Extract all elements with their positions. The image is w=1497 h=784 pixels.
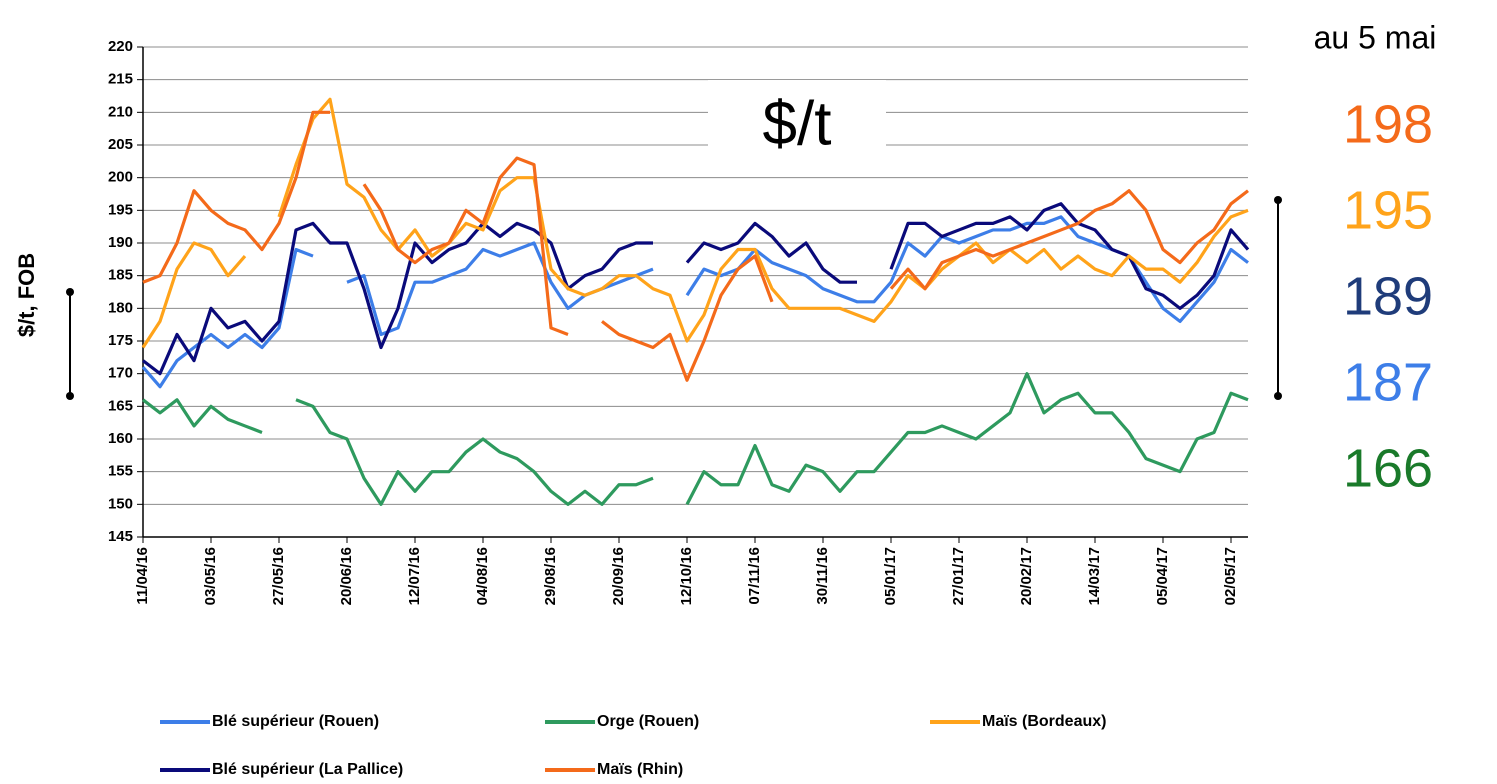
series-line xyxy=(142,202,1250,376)
y-axis-label: $/t, FOB xyxy=(14,253,39,337)
x-tick-label: 04/08/16 xyxy=(474,547,491,605)
y-tick-label: 175 xyxy=(108,332,133,349)
y-tick-label: 160 xyxy=(108,430,133,447)
x-tick-label: 29/08/16 xyxy=(542,547,559,605)
y-tick-label: 170 xyxy=(108,365,133,382)
y-tick-label: 190 xyxy=(108,234,133,251)
annotation: $/t xyxy=(763,89,832,158)
x-tick-label: 07/11/16 xyxy=(746,547,763,605)
series-line xyxy=(142,110,1249,382)
x-tick-label: 27/01/17 xyxy=(950,547,967,605)
legend-label: Blé supérieur (La Pallice) xyxy=(212,761,403,778)
x-tick-label: 20/02/17 xyxy=(1018,547,1035,605)
series-line xyxy=(142,372,1249,506)
annotation-box xyxy=(708,80,886,172)
y-tick-label: 200 xyxy=(108,169,133,186)
x-tick-label: 05/04/17 xyxy=(1154,547,1171,605)
y-tick-label: 180 xyxy=(108,299,133,316)
series-line xyxy=(141,97,1249,349)
x-tick-label: 12/07/16 xyxy=(406,547,423,605)
y-tick-label: 155 xyxy=(108,463,133,480)
y-tick-label: 150 xyxy=(108,495,133,512)
y-tick-label: 220 xyxy=(108,38,133,55)
x-tick-label: 20/06/16 xyxy=(338,547,355,605)
y-tick-label: 210 xyxy=(108,103,133,120)
x-tick-label: 05/01/17 xyxy=(882,547,899,605)
x-tick-label: 02/05/17 xyxy=(1222,547,1239,605)
latest-value: 198 xyxy=(1343,94,1433,154)
bracket-end xyxy=(1274,392,1282,400)
latest-title: au 5 mai xyxy=(1314,19,1437,55)
latest-value: 195 xyxy=(1343,180,1433,240)
x-tick-label: 27/05/16 xyxy=(270,547,287,605)
y-tick-label: 165 xyxy=(108,397,133,414)
y-tick-label: 145 xyxy=(108,528,133,545)
bracket-end xyxy=(66,288,74,296)
legend-label: Blé supérieur (Rouen) xyxy=(212,713,379,730)
y-tick-label: 205 xyxy=(108,136,133,153)
x-tick-label: 14/03/17 xyxy=(1086,547,1103,605)
x-tick-label: 12/10/16 xyxy=(678,547,695,605)
x-tick-label: 11/04/16 xyxy=(134,547,151,605)
latest-value: 166 xyxy=(1343,438,1433,498)
x-tick-label: 30/11/16 xyxy=(814,547,831,605)
y-tick-label: 195 xyxy=(108,201,133,218)
y-tick-label: 215 xyxy=(108,71,133,88)
x-tick-label: 20/09/16 xyxy=(610,547,627,605)
latest-value: 187 xyxy=(1343,352,1433,412)
legend-label: Orge (Rouen) xyxy=(597,713,699,730)
legend-label: Maïs (Bordeaux) xyxy=(982,713,1106,730)
legend-label: Maïs (Rhin) xyxy=(597,761,683,778)
bracket-end xyxy=(1274,196,1282,204)
y-tick-label: 185 xyxy=(108,267,133,284)
bracket-end xyxy=(66,392,74,400)
x-tick-label: 03/05/16 xyxy=(202,547,219,605)
latest-value: 189 xyxy=(1343,266,1433,326)
